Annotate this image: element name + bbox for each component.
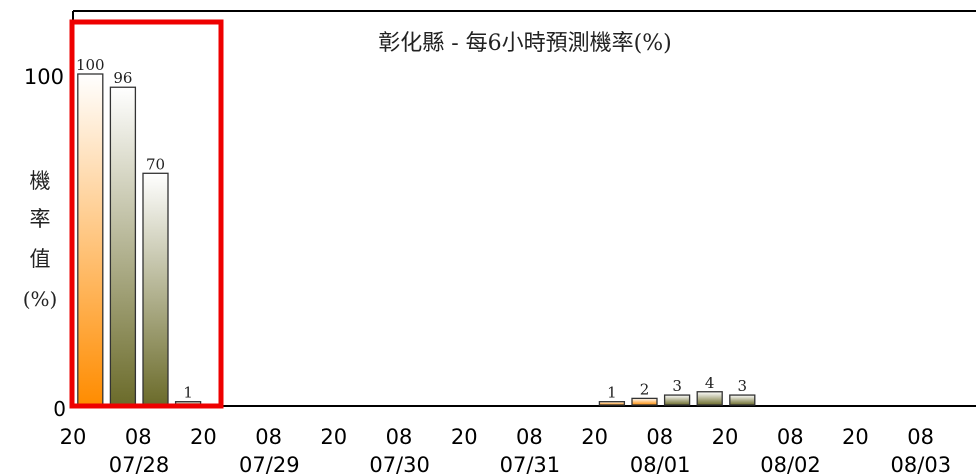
- bar-value-label-2: 70: [146, 155, 165, 173]
- x-date-label-2: 07/30: [369, 453, 430, 476]
- bar-value-label-7: 4: [705, 374, 715, 392]
- y-tick-label-0: 0: [53, 397, 66, 421]
- x-hour-label-13: 08: [907, 425, 934, 449]
- x-hour-label-4: 20: [320, 425, 347, 449]
- bar-8: [729, 394, 756, 406]
- x-hour-label-12: 20: [842, 425, 869, 449]
- y-label-char-3: 值: [30, 247, 51, 271]
- bar-value-label-6: 3: [672, 377, 682, 395]
- x-date-label-3: 07/31: [500, 453, 561, 476]
- bar-1: [109, 86, 137, 406]
- bar-5: [631, 397, 658, 406]
- chart-title: 彰化縣 - 每6小時預測機率(%): [378, 31, 672, 56]
- x-hour-label-11: 08: [777, 425, 804, 449]
- bar-value-label-0: 100: [76, 56, 105, 74]
- bar-value-label-1: 96: [113, 69, 132, 87]
- x-hour-label-7: 08: [516, 425, 543, 449]
- x-hour-label-3: 08: [255, 425, 282, 449]
- y-label-char-2: 率: [30, 207, 51, 231]
- x-hour-label-9: 08: [646, 425, 673, 449]
- bar-value-label-5: 2: [640, 380, 650, 398]
- y-label-char-4: (%): [23, 287, 58, 311]
- x-date-label-6: 08/03: [891, 453, 952, 476]
- y-label-char-1: 機: [30, 169, 51, 193]
- x-hour-label-5: 08: [386, 425, 413, 449]
- highlight-box: [69, 19, 224, 409]
- x-hour-label-0: 20: [60, 425, 87, 449]
- bar-value-label-8: 3: [738, 377, 748, 395]
- bars-layer: 100 96 70 1 1 2 3 4 3: [76, 56, 756, 406]
- x-hour-label-1: 08: [125, 425, 152, 449]
- bar-4: [598, 401, 626, 406]
- bar-value-label-4: 1: [607, 384, 617, 402]
- x-tick-labels: 20 08 20 08 20 08 20 08 20 08 20 08 20 08 07/28 07/29 07…: [60, 425, 951, 476]
- y-tick-label-100: 100: [24, 65, 64, 89]
- bar-value-label-3: 1: [183, 384, 193, 402]
- x-hour-label-2: 20: [190, 425, 217, 449]
- bar-0: [77, 73, 104, 406]
- bar-6: [663, 394, 691, 406]
- bar-2: [142, 172, 169, 406]
- x-date-label-1: 07/29: [239, 453, 300, 476]
- x-date-label-5: 08/02: [760, 453, 821, 476]
- x-hour-label-8: 20: [581, 425, 608, 449]
- x-hour-label-10: 20: [712, 425, 739, 449]
- x-date-label-4: 08/01: [630, 453, 691, 476]
- x-hour-label-6: 20: [451, 425, 478, 449]
- x-date-label-0: 07/28: [109, 453, 170, 476]
- bar-7: [696, 391, 723, 406]
